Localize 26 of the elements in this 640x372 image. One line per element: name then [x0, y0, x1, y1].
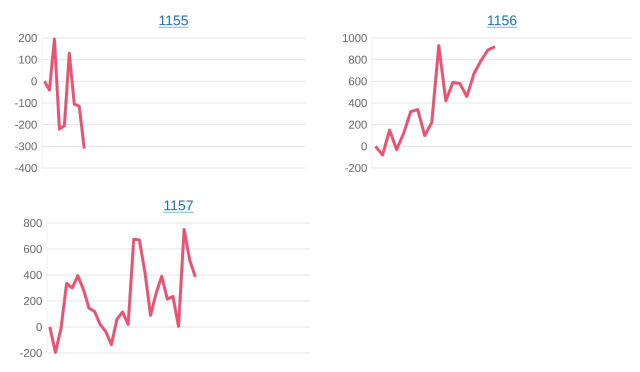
line-series: [43, 38, 86, 150]
y-tick-label: 100: [19, 56, 37, 64]
y-tick-label: 600: [24, 244, 42, 254]
chart-title: 1157: [164, 200, 193, 210]
y-tick-label: 200: [348, 120, 367, 129]
y-tick-label: 600: [348, 77, 367, 86]
y-tick-label: 0: [36, 322, 42, 332]
y-tick-label: 800: [24, 218, 42, 228]
chart-title: 1155: [160, 16, 188, 26]
y-tick-label: -200: [20, 348, 42, 358]
line-series: [48, 228, 197, 354]
y-tick-label: 0: [361, 142, 367, 150]
y-tick-label: -400: [15, 164, 37, 172]
y-tick-label: 0: [31, 77, 37, 86]
y-tick-label: -200: [345, 164, 367, 172]
y-tick-label: -100: [15, 98, 37, 107]
y-tick-label: 1000: [342, 34, 367, 42]
y-tick-label: -200: [15, 120, 37, 129]
y-tick-label: 200: [18, 34, 37, 42]
y-tick-label: 400: [24, 270, 42, 280]
line-series: [374, 44, 496, 156]
y-tick-label: 400: [348, 98, 367, 108]
chart-title: 1156: [488, 15, 516, 26]
y-tick-label: 800: [348, 56, 367, 64]
y-tick-label: -300: [15, 142, 37, 150]
y-tick-label: 200: [24, 296, 42, 306]
